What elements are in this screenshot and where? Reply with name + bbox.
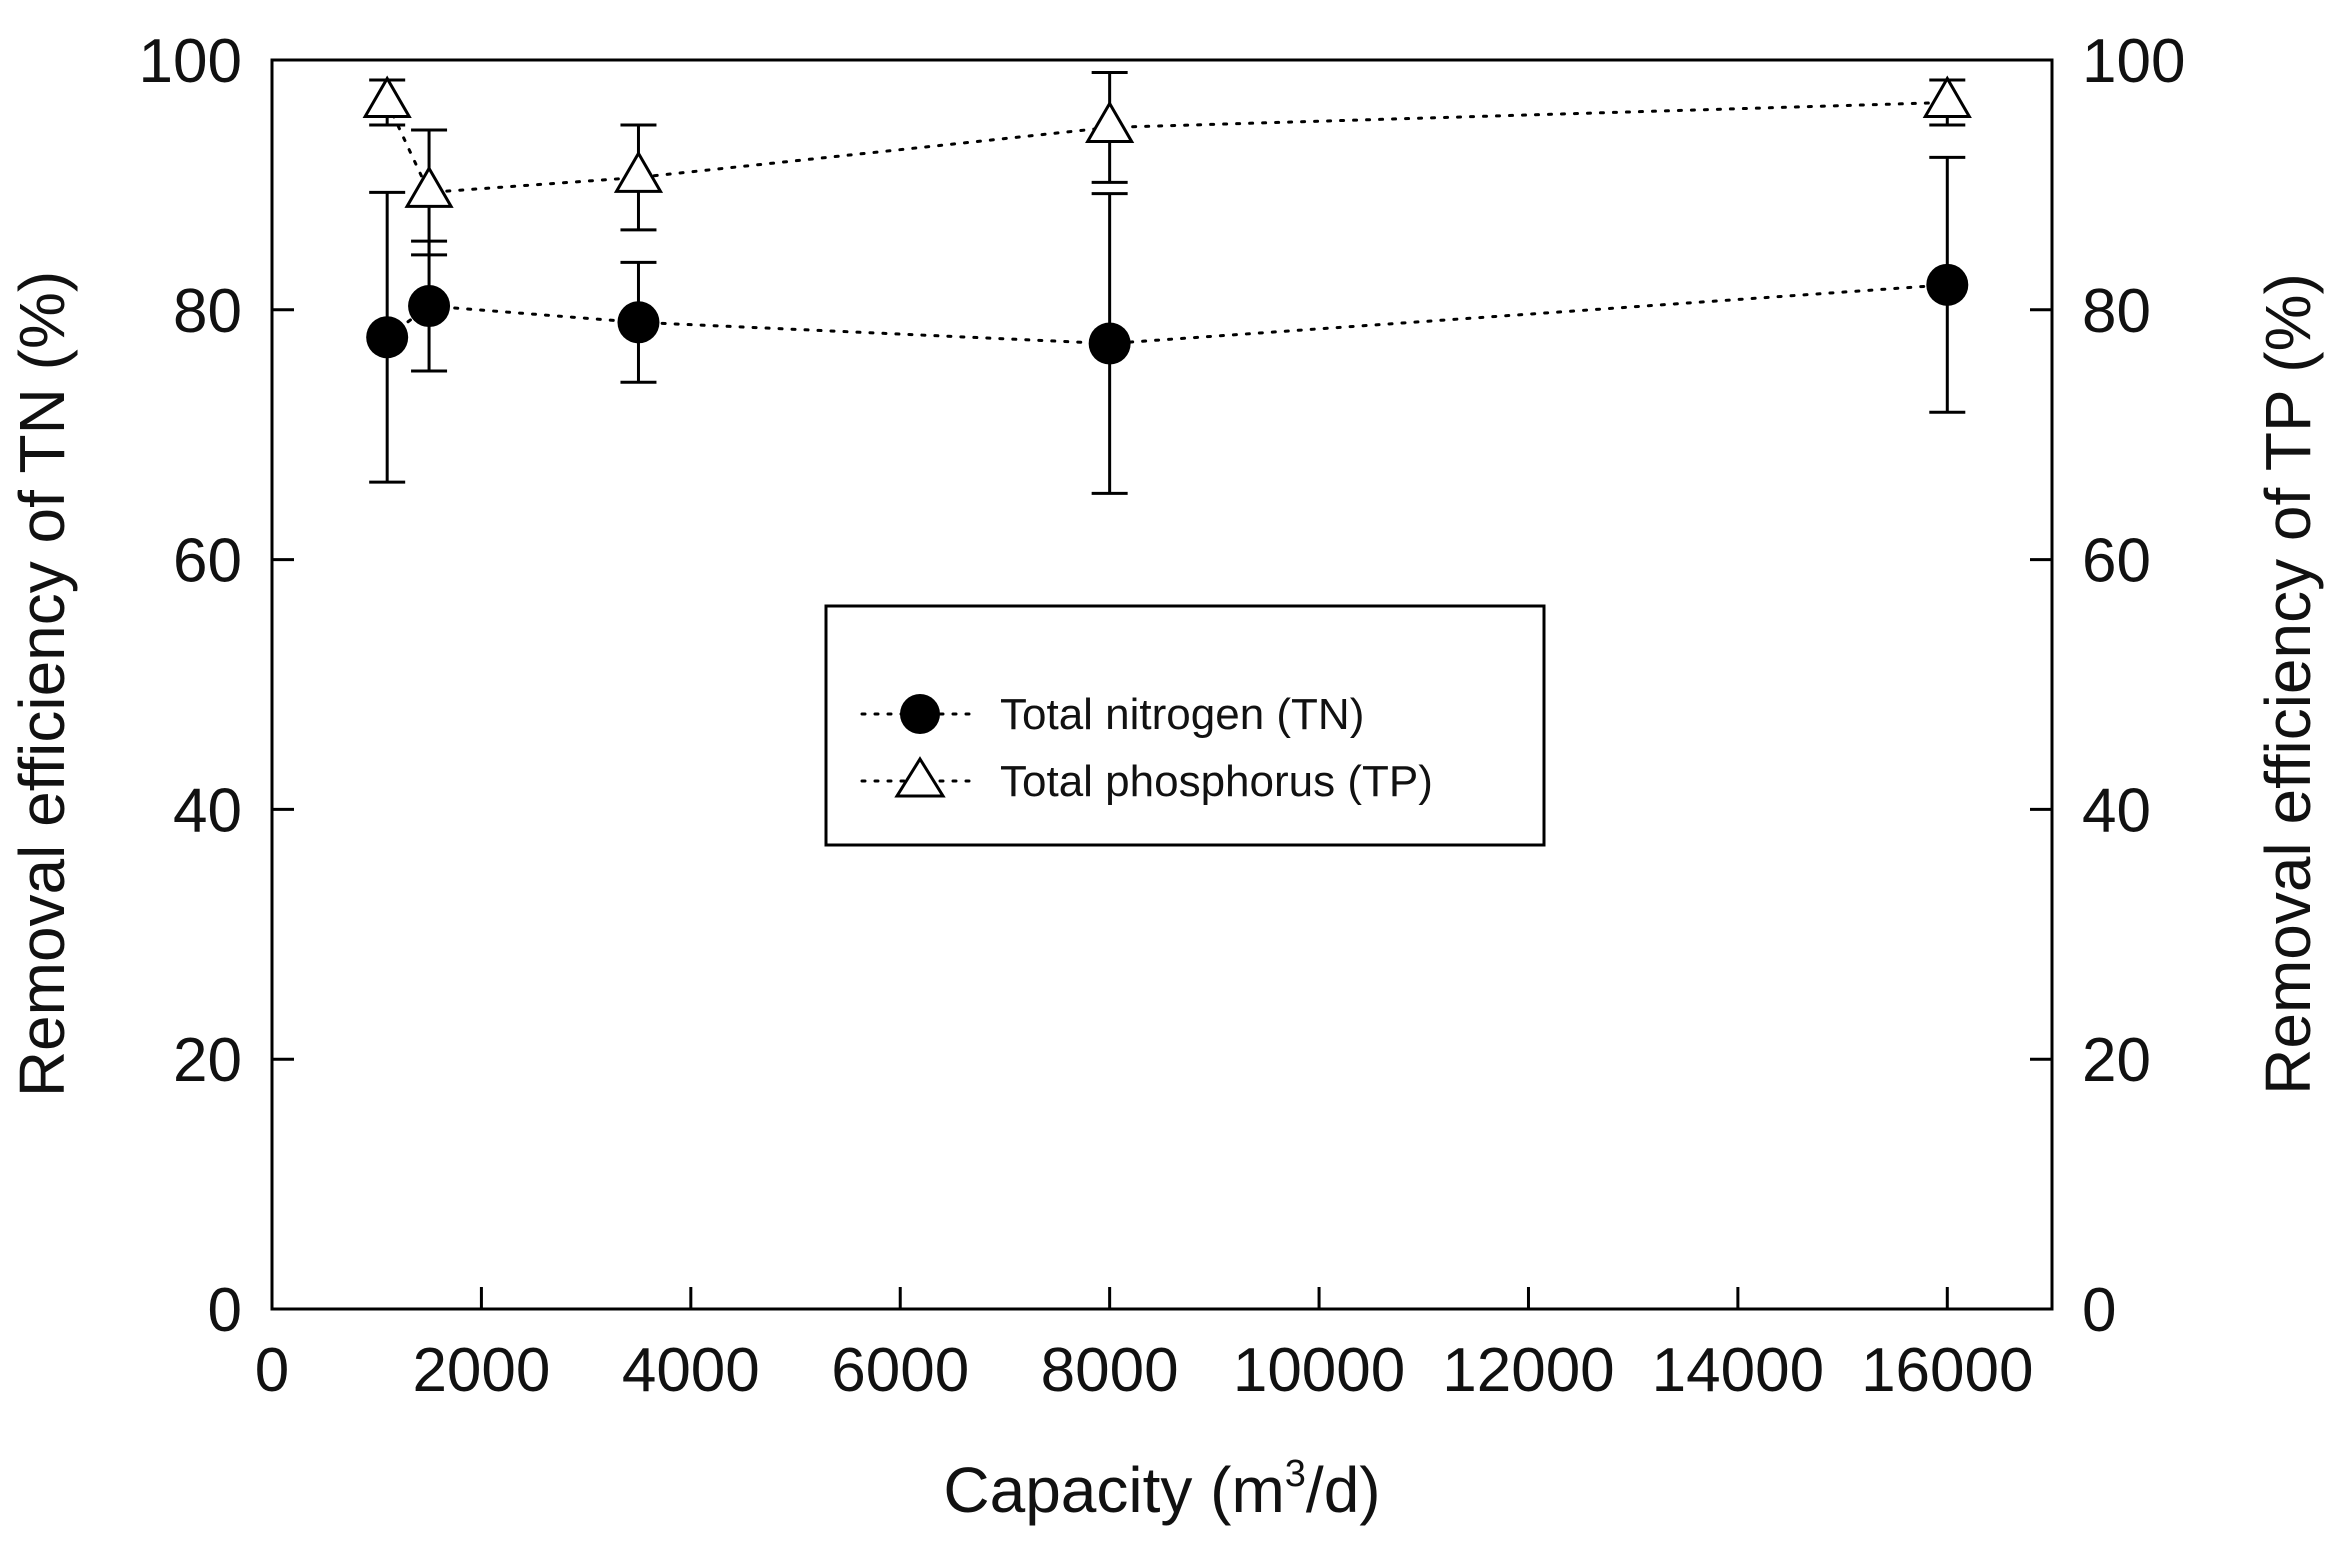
x-axis-title: Capacity (m3/d) [943,1453,1380,1526]
y-right-tick-label: 80 [2082,277,2151,346]
y-right-tick-label: 20 [2082,1026,2151,1095]
data-point-tn [617,301,660,344]
x-tick-label: 0 [255,1336,289,1405]
x-tick-label: 14000 [1652,1336,1824,1405]
y-left-tick-label: 60 [173,527,242,596]
legend-tn-label: Total nitrogen (TN) [1000,690,1364,739]
y-right-tick-label: 60 [2082,527,2151,596]
legend-tp-marker [894,756,946,798]
data-point-tp [1085,100,1135,143]
y-left-tick-label: 100 [139,27,242,96]
legend-tp-label: Total phosphorus (TP) [1000,757,1433,806]
x-tick-label: 10000 [1233,1336,1405,1405]
data-point-tn [366,316,409,359]
data-point-tn [408,285,451,328]
data-point-tn [1088,322,1131,365]
series-tp [362,70,1972,257]
y-right-tick-label: 100 [2082,27,2185,96]
legend: Total nitrogen (TN) Total phosphorus (TP… [824,604,1546,847]
y-left-tick-label: 40 [173,776,242,845]
legend-box [824,604,1546,847]
legend-tn-marker [900,694,940,734]
x-axis-title-suffix: /d) [1306,1454,1381,1526]
data-point-tp [362,75,412,118]
x-tick-label: 4000 [622,1336,760,1405]
y-right-tick-label: 40 [2082,776,2151,845]
x-axis-title-superscript: 3 [1285,1453,1306,1495]
y-left-tick-label: 80 [173,277,242,346]
data-point-tp [404,165,454,208]
series-tn [366,155,1969,495]
y-axis-right-title: Removal efficiency of TP (%) [2252,273,2324,1095]
plot-area-frame [270,58,2054,1311]
x-tick-label: 12000 [1442,1336,1614,1405]
x-tick-label: 6000 [831,1336,969,1405]
series-layer [362,70,1972,495]
data-point-tp [613,150,664,193]
y-axis-ticks: 0 0 20 20 40 40 60 60 80 80 100 100 [139,27,2186,1345]
series-line [385,100,1949,194]
x-axis-title-prefix: Capacity (m [943,1454,1284,1526]
x-axis-ticks: 0 2000 4000 6000 8000 10000 12000 14000 16000 [255,1287,2034,1405]
data-point-tn [1926,263,1969,306]
x-tick-label: 8000 [1041,1336,1179,1405]
y-axis-left-title: Removal efficiency of TN (%) [6,271,78,1097]
y-left-tick-label: 0 [208,1276,242,1345]
data-point-tp [1922,75,1972,118]
x-tick-label: 16000 [1861,1336,2033,1405]
y-right-tick-label: 0 [2082,1276,2116,1345]
x-tick-label: 2000 [412,1336,550,1405]
y-left-tick-label: 20 [173,1026,242,1095]
